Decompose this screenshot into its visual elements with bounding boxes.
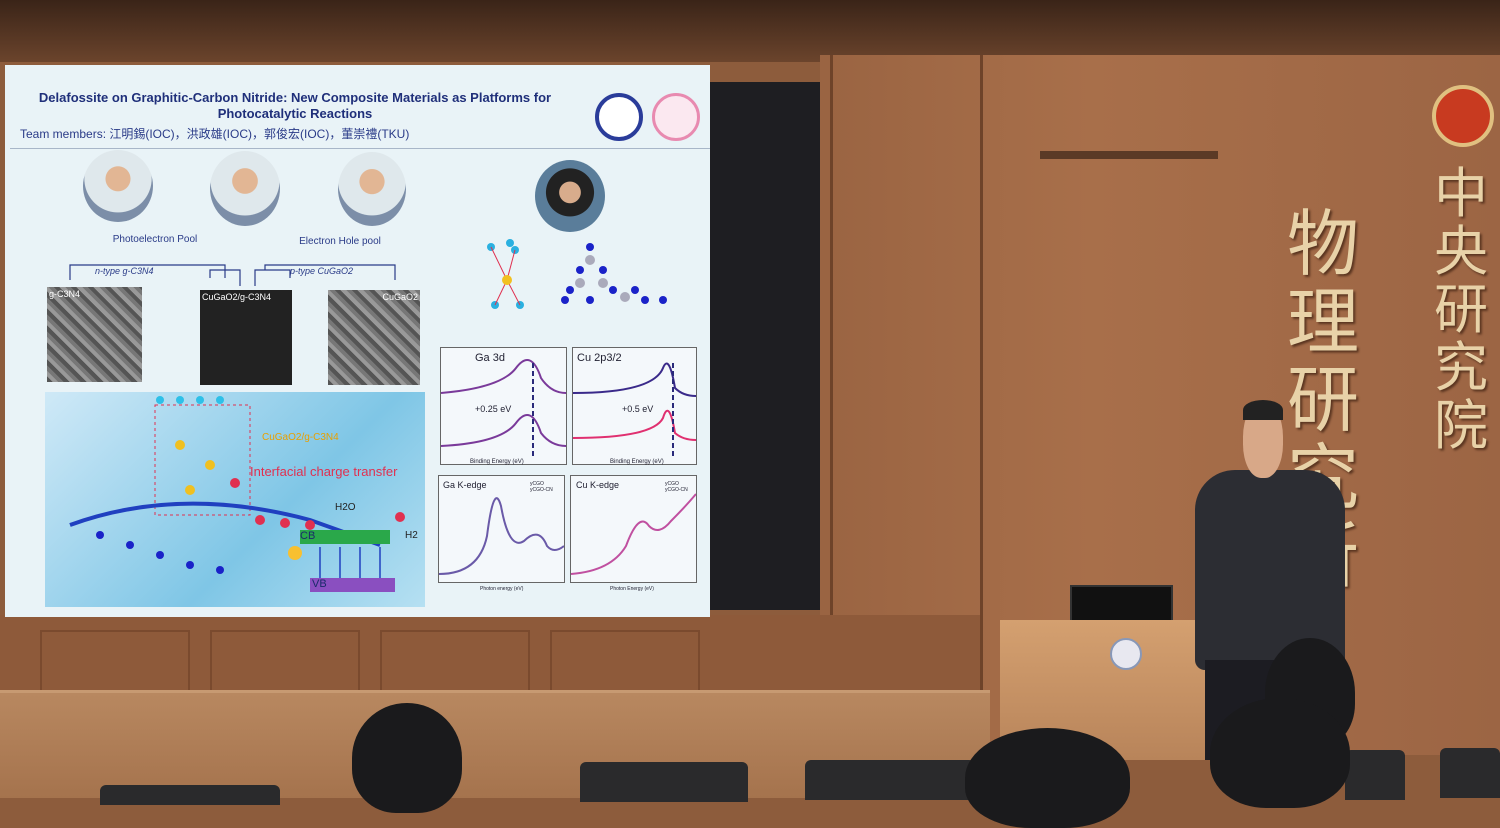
speaker-hair — [1243, 400, 1283, 420]
tku-logo — [652, 93, 700, 141]
h2o-label: H2O — [335, 502, 356, 513]
p-type-label: p-type CuGaO2 — [290, 266, 354, 276]
audience-head — [1210, 698, 1350, 808]
audience-seat — [100, 785, 280, 805]
institute-emblem — [1432, 85, 1494, 147]
sign-char: 研 — [1434, 278, 1488, 341]
ceiling-band — [0, 0, 1500, 62]
cu-xas-curve — [570, 493, 697, 575]
audience-seat — [580, 762, 748, 802]
title-line: Photocatalytic Reactions — [217, 106, 373, 121]
n-type-label: n-type g-C3N4 — [95, 266, 154, 276]
audience-seat — [805, 760, 975, 800]
cu-k-edge-panel — [570, 475, 697, 583]
team-photo — [210, 151, 280, 226]
speaker-body — [1195, 470, 1345, 670]
audience-seat — [1440, 748, 1500, 798]
ga-k-edge-panel — [438, 475, 565, 583]
audience-seat — [1345, 750, 1405, 800]
title-line: Delafossite on Graphitic-Carbon Nitride:… — [38, 90, 552, 105]
crystal-structure — [487, 239, 667, 309]
sem-image: CuGaO2/g-C3N4 — [200, 290, 292, 385]
sign-char: 理 — [1286, 280, 1359, 364]
sign-char: 央 — [1434, 220, 1488, 283]
audience-head — [965, 728, 1130, 828]
team-members: Team members: 江明錫(IOC)，洪政雄(IOC)，郭俊宏(IOC)… — [20, 127, 410, 141]
wall-seam — [980, 55, 983, 755]
sign-char: 物 — [1286, 202, 1359, 286]
xas-xlabel: Photon Energy (eV) — [610, 586, 654, 592]
photocatalysis-scheme — [45, 392, 425, 607]
cu-k-edge-title: Cu K-edge — [576, 480, 620, 490]
sign-char: 研 — [1286, 358, 1359, 442]
scheme-graphic — [69, 396, 405, 592]
projection-dark-area — [710, 82, 820, 610]
cu-xps-curves — [572, 362, 697, 458]
band-arrows — [69, 264, 396, 286]
wall-seam — [830, 55, 833, 755]
ga-xps-curves — [440, 359, 567, 458]
xps-xlabel: Binding Energy (eV) — [610, 459, 664, 465]
vb-label: VB — [312, 578, 327, 590]
interfacial-label: Interfacial charge transfer — [250, 464, 398, 479]
xps-xlabel: Binding Energy (eV) — [470, 459, 524, 465]
laptop — [1070, 585, 1173, 623]
team-photo — [338, 152, 406, 226]
slide-title: Delafossite on Graphitic-Carbon Nitride:… — [15, 90, 575, 122]
divider — [10, 148, 710, 149]
ga-3d-title: Ga 3d — [475, 352, 505, 364]
podium-emblem — [1110, 638, 1142, 670]
electron-hole-pool-label: Electron Hole pool — [299, 236, 381, 247]
wall-fixture — [1040, 151, 1218, 159]
legend-entry: yCGO — [665, 481, 679, 487]
sign-char: 中 — [1434, 162, 1488, 225]
ga-3d-xps-panel — [440, 347, 567, 465]
academia-sinica-logo — [595, 93, 643, 141]
cu-2p-title: Cu 2p3/2 — [577, 352, 622, 364]
sign-char: 院 — [1434, 394, 1488, 457]
photoelectron-pool-label: Photoelectron Pool — [112, 234, 198, 245]
team-photo — [535, 160, 605, 232]
sign-physics-institute: 物理研究所 — [1278, 205, 1368, 595]
sem-image: CuGaO2 — [328, 290, 420, 385]
sign-char: 究 — [1434, 336, 1488, 399]
sign-academia-sinica: 中央研究院 — [1428, 165, 1494, 455]
ga-shift: +0.25 eV — [475, 404, 512, 414]
xas-xlabel: Photon energy (eV) — [480, 586, 524, 592]
sem-image: g-C3N4 — [47, 287, 142, 382]
team-photo — [83, 150, 153, 222]
cb-label: CB — [300, 530, 316, 542]
ga-k-edge-title: Ga K-edge — [443, 480, 487, 490]
legend-entry: yCGO — [530, 481, 544, 487]
composite-label: CuGaO2/g-C3N4 — [262, 432, 339, 443]
ga-xas-curve — [438, 497, 565, 575]
h2-label: H2 — [405, 530, 418, 541]
cu-2p-xps-panel — [572, 347, 697, 465]
legend-entry: yCGO-CN — [530, 487, 553, 493]
legend-entry: yCGO-CN — [665, 487, 688, 493]
audience-head — [352, 703, 462, 813]
cu-shift: +0.5 eV — [622, 404, 654, 414]
